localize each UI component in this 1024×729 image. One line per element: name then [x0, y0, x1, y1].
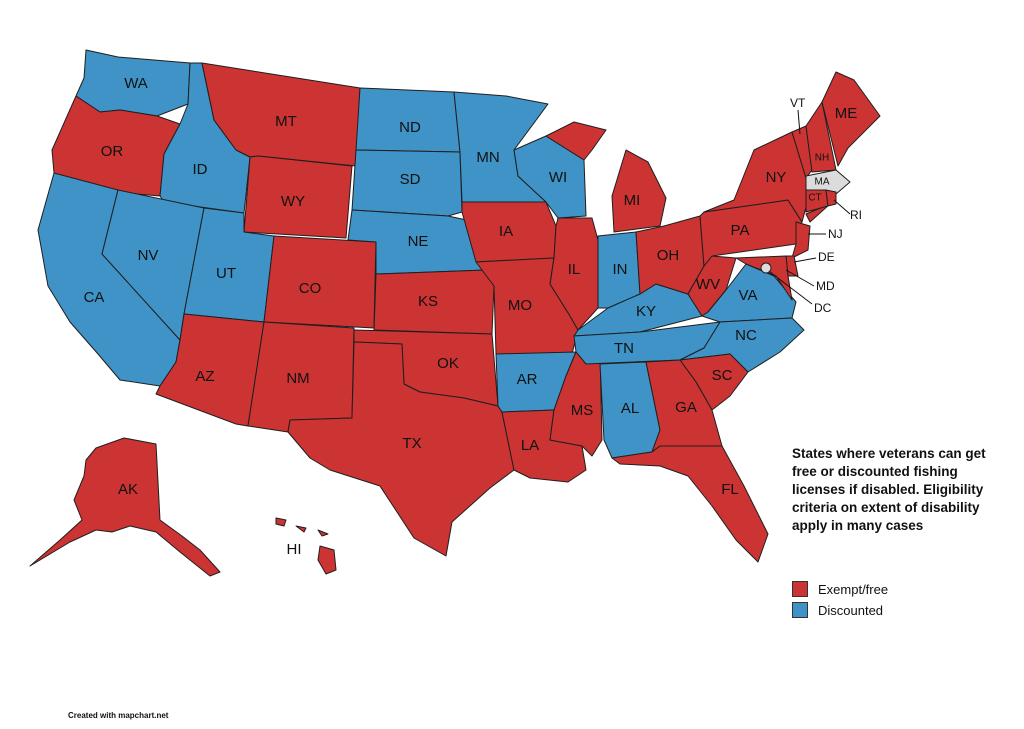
label-MD: MD — [816, 279, 835, 293]
label-OH: OH — [657, 247, 680, 264]
legend-label-discounted: Discounted — [818, 602, 884, 618]
label-NE: NE — [408, 233, 429, 250]
state-MD[interactable] — [735, 255, 793, 301]
label-IN: IN — [613, 261, 628, 278]
label-MA: MA — [815, 177, 830, 188]
label-WY: WY — [281, 193, 305, 210]
label-CT: CT — [808, 193, 821, 204]
label-KY: KY — [636, 303, 656, 320]
state-RI[interactable] — [825, 189, 837, 207]
label-NH: NH — [815, 153, 829, 164]
label-OR: OR — [101, 143, 124, 160]
label-WI: WI — [549, 169, 567, 186]
legend-swatch-exempt — [792, 581, 808, 597]
label-ME: ME — [835, 105, 858, 122]
state-WY[interactable] — [243, 155, 353, 239]
legend-label-exempt: Exempt/free — [818, 581, 889, 597]
state-IL[interactable] — [549, 217, 599, 331]
legend-title: States where veterans can get free or di… — [792, 446, 986, 533]
label-AZ: AZ — [195, 368, 214, 385]
label-MS: MS — [571, 402, 594, 419]
label-GA: GA — [675, 399, 697, 416]
label-RI: RI — [850, 208, 862, 222]
label-MN: MN — [476, 149, 499, 166]
leader-RI — [833, 199, 851, 215]
label-MI: MI — [624, 192, 641, 209]
label-FL: FL — [721, 481, 739, 498]
label-IL: IL — [568, 261, 581, 278]
label-TX: TX — [402, 435, 421, 452]
label-KS: KS — [418, 293, 438, 310]
label-SC: SC — [712, 367, 733, 384]
legend-item-exempt: Exempt/free — [792, 581, 888, 597]
label-WV: WV — [696, 276, 720, 293]
state-DC[interactable] — [760, 262, 772, 274]
state-SD[interactable] — [351, 149, 463, 217]
label-NM: NM — [286, 370, 309, 387]
label-ND: ND — [399, 119, 421, 136]
credit-text: Created with mapchart.net — [68, 711, 169, 720]
state-AK[interactable] — [29, 437, 221, 577]
label-HI: HI — [287, 541, 302, 558]
state-MA[interactable] — [805, 169, 851, 195]
label-NC: NC — [735, 327, 757, 344]
label-CA: CA — [84, 289, 105, 306]
state-HI[interactable] — [275, 517, 337, 575]
label-AR: AR — [517, 371, 538, 388]
label-CO: CO — [299, 280, 322, 297]
leader-VT — [797, 109, 801, 135]
state-ME[interactable] — [821, 71, 881, 167]
state-NJ[interactable] — [791, 221, 811, 259]
state-TX[interactable] — [287, 341, 515, 557]
state-MI[interactable] — [545, 121, 667, 233]
label-IA: IA — [499, 223, 513, 240]
label-UT: UT — [216, 265, 236, 282]
state-FL[interactable] — [611, 445, 769, 563]
label-NJ: NJ — [828, 227, 843, 241]
label-NV: NV — [138, 247, 159, 264]
label-ID: ID — [193, 161, 208, 178]
label-WA: WA — [124, 75, 148, 92]
label-VT: VT — [790, 96, 806, 110]
label-PA: PA — [731, 222, 750, 239]
label-SD: SD — [400, 171, 421, 188]
state-KS[interactable] — [373, 269, 495, 335]
label-LA: LA — [521, 437, 539, 454]
legend-item-discounted: Discounted — [792, 602, 883, 618]
label-MT: MT — [275, 113, 297, 130]
leader-DC — [769, 271, 813, 305]
label-TN: TN — [614, 340, 634, 357]
label-MO: MO — [508, 297, 532, 314]
label-AL: AL — [621, 400, 639, 417]
label-DC: DC — [814, 301, 832, 315]
leader-MD — [785, 269, 815, 287]
label-VA: VA — [739, 287, 758, 304]
label-OK: OK — [437, 355, 459, 372]
label-DE: DE — [818, 250, 835, 264]
legend-swatch-discounted — [792, 602, 808, 618]
leader-DE — [793, 257, 817, 263]
label-AK: AK — [118, 481, 138, 498]
label-NY: NY — [766, 169, 787, 186]
